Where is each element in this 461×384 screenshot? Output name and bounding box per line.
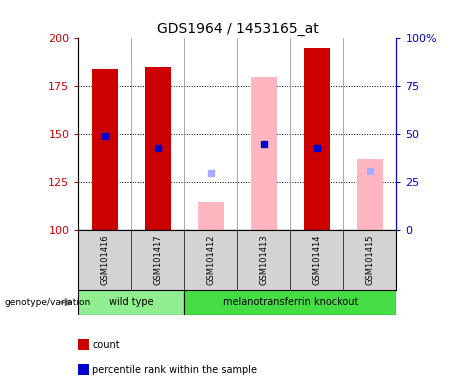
Bar	[184, 290, 396, 315]
Text: GSM101415: GSM101415	[366, 235, 374, 285]
Text: wild type: wild type	[109, 297, 154, 308]
Text: count: count	[92, 340, 120, 350]
Text: GSM101414: GSM101414	[313, 235, 321, 285]
Text: GSM101412: GSM101412	[207, 235, 215, 285]
Text: melanotransferrin knockout: melanotransferrin knockout	[223, 297, 358, 308]
Text: GSM101413: GSM101413	[260, 235, 268, 285]
Text: GSM101417: GSM101417	[154, 235, 162, 285]
Bar	[198, 202, 224, 230]
Text: GSM101416: GSM101416	[100, 235, 109, 285]
Bar	[78, 290, 184, 315]
Title: GDS1964 / 1453165_at: GDS1964 / 1453165_at	[157, 22, 318, 36]
Bar	[92, 69, 118, 230]
Bar	[357, 159, 383, 230]
Text: genotype/variation: genotype/variation	[5, 298, 91, 307]
Bar	[304, 48, 330, 230]
Text: percentile rank within the sample: percentile rank within the sample	[92, 365, 257, 375]
Bar	[251, 77, 277, 230]
Bar	[145, 67, 171, 230]
